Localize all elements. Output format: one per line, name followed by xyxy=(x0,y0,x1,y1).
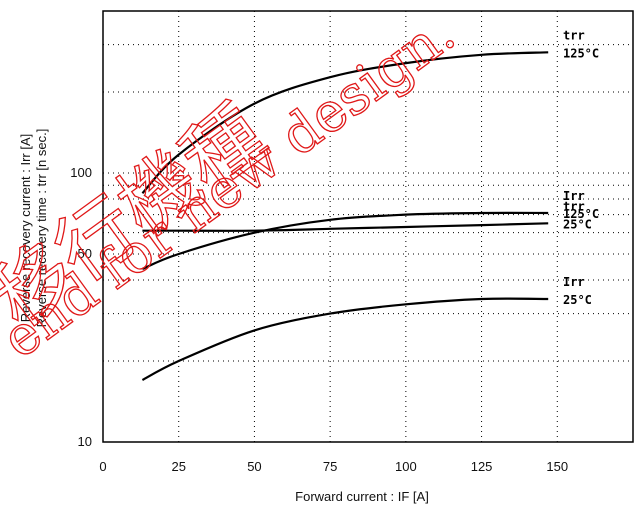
x-tick-50: 50 xyxy=(247,459,261,474)
curve-1 xyxy=(141,211,549,270)
y-tick-10: 10 xyxy=(78,434,92,449)
series-label-2: trr 25°C xyxy=(563,199,592,231)
x-tick-75: 75 xyxy=(323,459,337,474)
y-tick-50: 50 xyxy=(78,246,92,261)
x-axis-label: Forward current : IF [A] xyxy=(295,489,429,504)
curve-2 xyxy=(142,222,549,232)
series-label-0: trr 125°C xyxy=(563,28,599,60)
tick-labels: 0 25 50 75 100 125 150 10 50 100 xyxy=(70,165,568,474)
x-tick-25: 25 xyxy=(171,459,185,474)
curve-3 xyxy=(141,297,549,381)
y-tick-100: 100 xyxy=(70,165,92,180)
y-axis-label-time: Reverse recovery time : trr [n sec.] xyxy=(34,129,49,328)
curves xyxy=(141,51,549,381)
x-tick-150: 150 xyxy=(546,459,568,474)
x-tick-100: 100 xyxy=(395,459,417,474)
curve-0 xyxy=(141,51,549,195)
series-label-1: Irr 125°C xyxy=(563,189,599,221)
x-tick-125: 125 xyxy=(471,459,493,474)
y-axis-label-current: Reverse recovery current : Irr [A] xyxy=(18,134,33,323)
plot-frame xyxy=(102,10,634,443)
watermark: 移行機種 end for new design. xyxy=(0,0,467,371)
series-label-3: Irr 25°C xyxy=(563,275,592,307)
x-tick-0: 0 xyxy=(99,459,106,474)
watermark-english: end for new design. xyxy=(0,1,466,371)
